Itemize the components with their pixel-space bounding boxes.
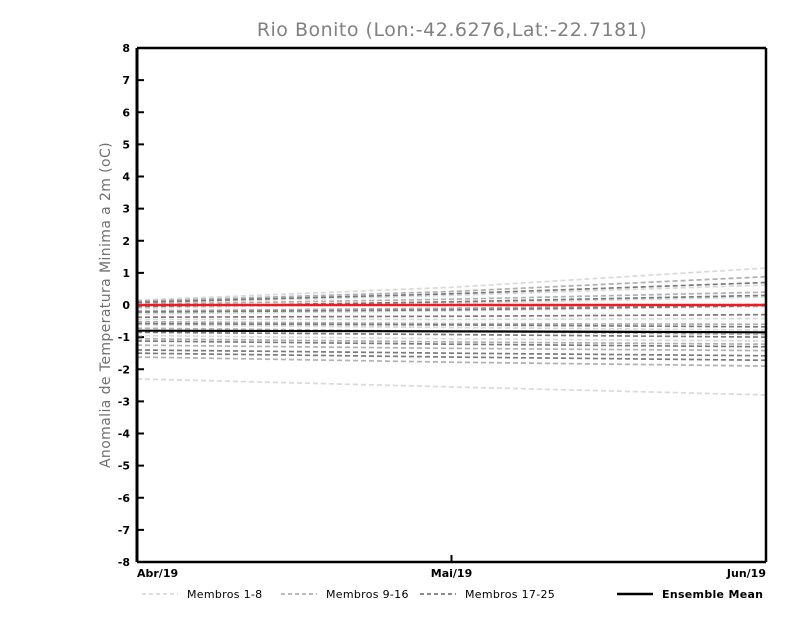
y-tick-label: 8 (122, 42, 130, 55)
y-tick-label: 6 (122, 106, 130, 119)
x-tick-label: Mai/19 (431, 567, 472, 580)
plot-series-group (136, 267, 767, 396)
series-line (136, 267, 767, 302)
plot-frame (135, 46, 768, 564)
series-line (136, 356, 767, 367)
legend-item-label[interactable]: Membros 1-8 (187, 588, 262, 601)
series-line (136, 378, 767, 396)
x-tick-label: Jun/19 (726, 567, 766, 580)
series-line (136, 337, 767, 346)
x-tick-label: Abr/19 (137, 567, 178, 580)
series-line (136, 340, 767, 348)
y-tick-label: 0 (122, 299, 130, 312)
x-axis-ticks: Abr/19 Mai/19 Jun/19 (136, 555, 767, 580)
y-tick-label: -6 (118, 492, 131, 505)
series-line (136, 313, 767, 319)
series-line (136, 304, 767, 313)
y-tick-label: -2 (118, 363, 130, 376)
series-line (136, 331, 767, 338)
y-tick-label: -8 (118, 556, 130, 569)
y-tick-label: 7 (122, 74, 130, 87)
series-line (136, 291, 767, 306)
y-tick-label: -4 (118, 428, 131, 441)
series-line (136, 344, 767, 352)
series-line (136, 275, 767, 302)
series-line (136, 296, 767, 310)
series-line (136, 320, 767, 326)
series-line (136, 349, 767, 357)
y-tick-label: -3 (118, 395, 130, 408)
series-line (136, 322, 767, 328)
series-line (136, 324, 767, 331)
y-tick-label: 1 (122, 267, 130, 280)
y-tick-label: -7 (118, 524, 130, 537)
series-line (136, 334, 767, 342)
y-tick-label: -1 (118, 331, 130, 344)
legend-item-label[interactable]: Ensemble Mean (662, 588, 763, 601)
y-tick-label: 5 (122, 138, 130, 151)
legend-item-label[interactable]: Membros 9-16 (326, 588, 409, 601)
chart-legend: Membros 1-8 Membros 9-16 Membros 17-25 Ense… (142, 588, 763, 601)
series-line (136, 352, 767, 362)
series-line (136, 281, 767, 304)
y-axis-title: Anomalia de Temperatura Minima a 2m (oC) (98, 142, 114, 468)
series-line (137, 317, 767, 321)
page-title: Rio Bonito (Lon:-42.6276,Lat:-22.7181) (257, 19, 647, 41)
series-line (136, 284, 767, 305)
series-line (136, 305, 767, 315)
y-tick-label: -5 (118, 460, 130, 473)
y-tick-label: 4 (122, 171, 130, 184)
y-tick-label: 3 (122, 203, 130, 216)
series-line (136, 329, 767, 334)
legend-item-label[interactable]: Membros 17-25 (465, 588, 555, 601)
y-tick-label: 2 (122, 235, 130, 248)
